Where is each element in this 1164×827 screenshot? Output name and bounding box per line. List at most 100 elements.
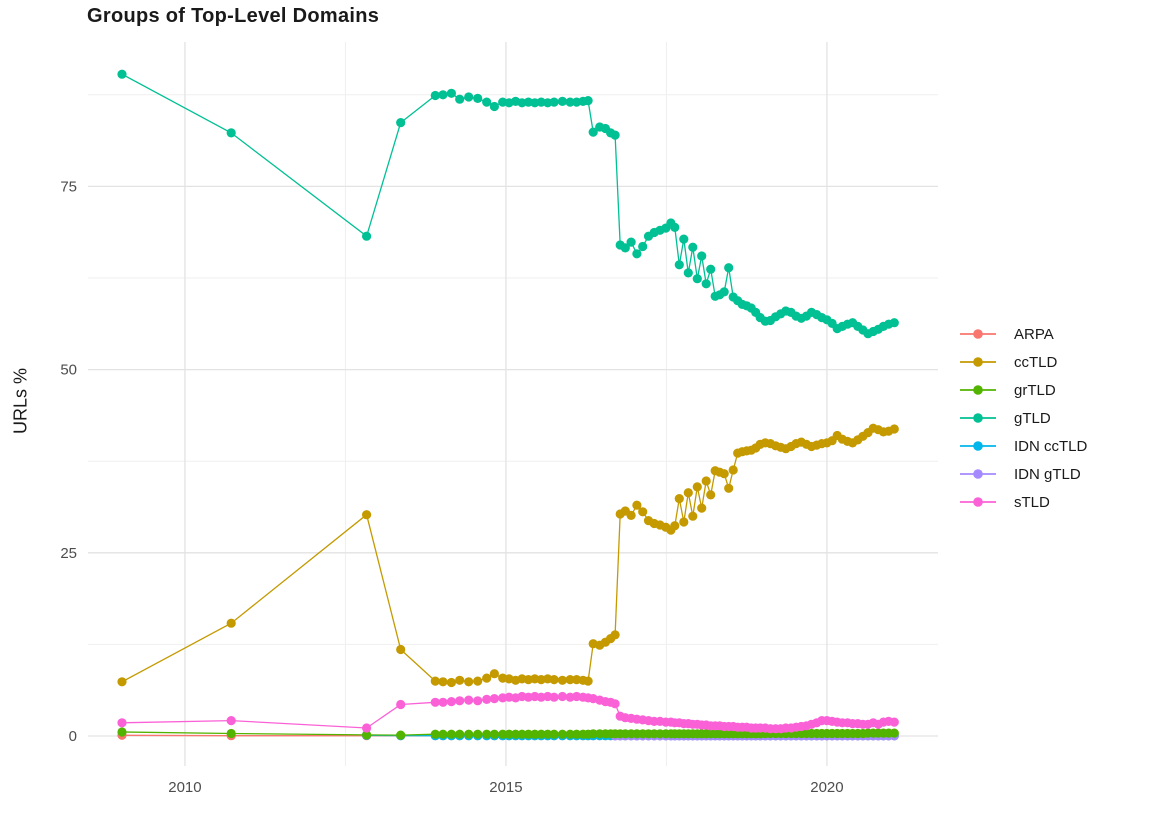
legend-item-cctld: ccTLD: [960, 348, 1087, 376]
x-tick-label: 2010: [168, 779, 201, 796]
data-point: [473, 696, 483, 706]
data-point: [557, 675, 568, 685]
series-cctld: [117, 423, 899, 688]
data-point: [438, 90, 448, 100]
legend-item-label: grTLD: [1014, 381, 1056, 399]
data-point: [889, 424, 899, 434]
data-point: [482, 673, 492, 683]
data-point: [117, 727, 127, 737]
legend-key-icon: [960, 357, 996, 367]
data-point: [362, 510, 372, 520]
data-point: [549, 675, 559, 685]
data-point: [438, 729, 448, 739]
data-point: [464, 729, 474, 739]
data-point: [482, 694, 492, 705]
data-point: [638, 507, 648, 517]
gridlines-minor: [88, 42, 938, 766]
data-point: [692, 482, 702, 492]
data-point: [889, 728, 899, 738]
data-point: [610, 630, 620, 640]
data-point: [701, 279, 711, 289]
legend-item-label: IDN gTLD: [1014, 465, 1081, 483]
data-point: [530, 729, 540, 739]
data-point: [473, 676, 483, 686]
x-tick-label: 2020: [810, 779, 843, 796]
data-point: [626, 237, 636, 247]
data-point: [446, 697, 456, 707]
data-point: [489, 669, 499, 679]
data-point: [697, 251, 707, 261]
data-point: [683, 268, 693, 278]
data-point: [719, 469, 729, 479]
data-point: [510, 729, 521, 739]
data-point: [455, 729, 465, 739]
data-point: [610, 699, 620, 709]
legend-key-icon: [960, 413, 996, 423]
data-point: [438, 697, 448, 707]
data-point: [226, 716, 236, 726]
series-grtld: [117, 727, 899, 740]
series-stld: [117, 691, 899, 734]
gridlines-major: [88, 42, 938, 766]
legend-item-idn-cctld: IDN ccTLD: [960, 432, 1087, 460]
data-point: [674, 260, 684, 270]
data-point: [565, 675, 575, 685]
series-gtld: [117, 69, 899, 339]
data-point: [455, 675, 465, 685]
legend-key-icon: [960, 497, 996, 507]
data-point: [543, 729, 553, 739]
data-point: [557, 691, 568, 702]
data-point: [588, 729, 598, 739]
legend-key-icon: [960, 329, 996, 339]
data-point: [536, 729, 546, 739]
data-point: [728, 465, 738, 475]
legend-item-label: IDN ccTLD: [1014, 437, 1088, 455]
data-point: [679, 517, 689, 527]
data-point: [638, 241, 648, 252]
data-point: [688, 511, 698, 521]
data-point: [489, 101, 499, 112]
data-point: [889, 318, 899, 328]
data-point: [724, 263, 734, 273]
data-point: [620, 243, 630, 253]
data-point: [557, 729, 568, 739]
legend-item-label: ccTLD: [1014, 353, 1058, 371]
data-point: [683, 488, 693, 498]
data-point: [438, 677, 448, 687]
data-point: [517, 729, 527, 739]
data-point: [430, 676, 440, 686]
data-point: [482, 97, 492, 107]
data-point: [446, 729, 456, 739]
data-point: [706, 490, 716, 500]
data-point: [226, 728, 236, 739]
data-point: [464, 92, 474, 102]
data-point: [632, 249, 642, 259]
legend-item-stld: sTLD: [960, 488, 1087, 516]
data-point: [362, 730, 372, 740]
data-point: [565, 97, 575, 107]
data-point: [670, 222, 680, 232]
data-point: [692, 274, 702, 284]
data-point: [117, 718, 127, 728]
legend: ARPA ccTLD grTLD gTLD IDN ccTLD IDN gTLD sTLD: [960, 320, 1087, 516]
data-point: [396, 118, 406, 128]
data-point: [362, 231, 372, 241]
chart-title: Groups of Top-Level Domains: [87, 5, 380, 27]
data-point: [679, 234, 689, 244]
data-point: [455, 94, 465, 104]
y-tick-label: 25: [60, 545, 77, 562]
data-point: [583, 96, 593, 106]
data-point: [498, 729, 508, 739]
data-point: [588, 127, 598, 137]
data-point: [706, 264, 716, 274]
data-point: [226, 128, 236, 138]
data-point: [701, 476, 711, 486]
data-point: [632, 500, 642, 510]
data-point: [670, 521, 680, 531]
data-point: [446, 88, 456, 98]
data-point: [362, 723, 372, 733]
legend-key-icon: [960, 441, 996, 451]
data-point: [523, 729, 534, 739]
